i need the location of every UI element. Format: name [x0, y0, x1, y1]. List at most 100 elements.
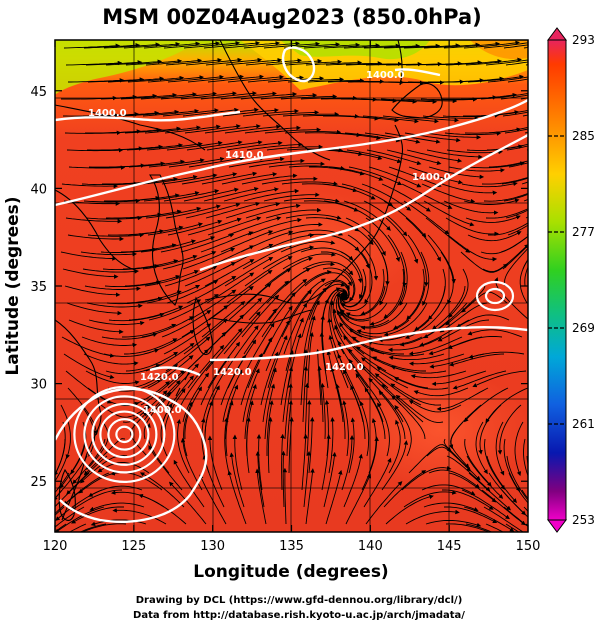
streamline — [200, 91, 257, 100]
streamline — [124, 274, 181, 287]
streamline — [309, 166, 365, 176]
streamline — [467, 74, 524, 83]
streamline — [242, 108, 300, 117]
streamline — [247, 217, 302, 236]
streamline — [148, 299, 202, 321]
streamline — [176, 418, 190, 474]
streamline — [308, 416, 315, 474]
streamline — [403, 200, 450, 235]
streamline — [265, 320, 290, 372]
streamline — [164, 124, 221, 134]
streamline — [503, 44, 528, 49]
streamline — [88, 485, 143, 497]
streamline — [55, 472, 90, 508]
streamline — [167, 219, 223, 236]
streamline — [240, 92, 298, 100]
streamline — [478, 404, 502, 455]
streamline — [55, 506, 65, 516]
streamline — [343, 43, 401, 49]
streamline — [372, 356, 426, 372]
streamline — [379, 251, 389, 306]
streamline — [452, 370, 507, 390]
streamline — [463, 198, 520, 205]
streamline — [443, 200, 499, 215]
streamline — [246, 142, 303, 151]
streamline — [140, 369, 185, 406]
streamline — [148, 158, 205, 168]
streamline — [340, 251, 364, 299]
streamline — [102, 264, 160, 271]
streamline — [223, 311, 261, 355]
streamline — [427, 234, 456, 284]
streamline — [393, 377, 449, 390]
streamline — [264, 127, 322, 134]
streamline — [327, 234, 370, 269]
streamline — [342, 400, 349, 457]
streamline — [206, 272, 255, 304]
streamline — [341, 183, 394, 207]
streamline — [301, 433, 308, 491]
streamline — [328, 166, 384, 181]
streamline — [388, 166, 442, 188]
streamline — [207, 341, 241, 389]
streamline — [445, 523, 491, 532]
streamline — [125, 209, 182, 219]
streamline — [268, 161, 326, 168]
streamline — [261, 176, 318, 185]
streamline — [240, 352, 263, 406]
streamline — [307, 331, 314, 389]
streamline — [61, 183, 119, 189]
streamline — [241, 173, 298, 185]
streamline — [225, 202, 281, 219]
streamline — [413, 387, 469, 397]
streamline — [143, 330, 195, 355]
streamline — [246, 416, 251, 474]
streamline — [347, 234, 379, 281]
streamline — [184, 124, 241, 134]
streamline — [319, 332, 329, 389]
streamline — [141, 174, 198, 185]
colorbar-top-arrow — [547, 27, 567, 41]
streamline — [225, 400, 234, 457]
streamline — [184, 262, 236, 287]
streamline — [369, 347, 425, 357]
streamline — [364, 132, 421, 144]
streamline — [475, 421, 488, 475]
streamline — [445, 217, 499, 237]
streamline — [487, 76, 528, 83]
typhoon-ring — [91, 402, 158, 466]
streamline — [488, 160, 528, 168]
streamline — [394, 405, 412, 457]
streamline — [325, 217, 374, 246]
streamline — [107, 76, 165, 83]
contour-label: 1410.0 — [225, 150, 264, 161]
streamline — [161, 310, 212, 338]
streamline — [160, 403, 173, 457]
streamline — [482, 243, 528, 273]
streamline — [167, 74, 224, 83]
streamline — [255, 468, 267, 525]
streamline — [282, 366, 294, 423]
streamline — [514, 421, 524, 477]
streamline — [86, 302, 143, 309]
streamline — [408, 353, 465, 366]
streamline — [414, 285, 446, 331]
streamline — [323, 43, 381, 49]
streamline — [85, 60, 143, 66]
streamline — [103, 42, 161, 49]
streamline — [124, 338, 178, 355]
streamline — [383, 302, 428, 337]
streamline — [281, 450, 286, 508]
streamline — [445, 285, 486, 326]
credit-line-1: Drawing by DCL (https://www.gfd-dennou.o… — [136, 595, 463, 606]
streamline — [344, 132, 401, 143]
streamline — [355, 373, 384, 423]
streamline — [484, 438, 506, 490]
streamline — [441, 183, 498, 195]
streamline — [66, 455, 108, 495]
streamline — [146, 284, 201, 304]
streamline — [280, 94, 338, 100]
streamline — [207, 216, 262, 236]
streamline — [60, 251, 117, 261]
streamline — [405, 217, 441, 262]
